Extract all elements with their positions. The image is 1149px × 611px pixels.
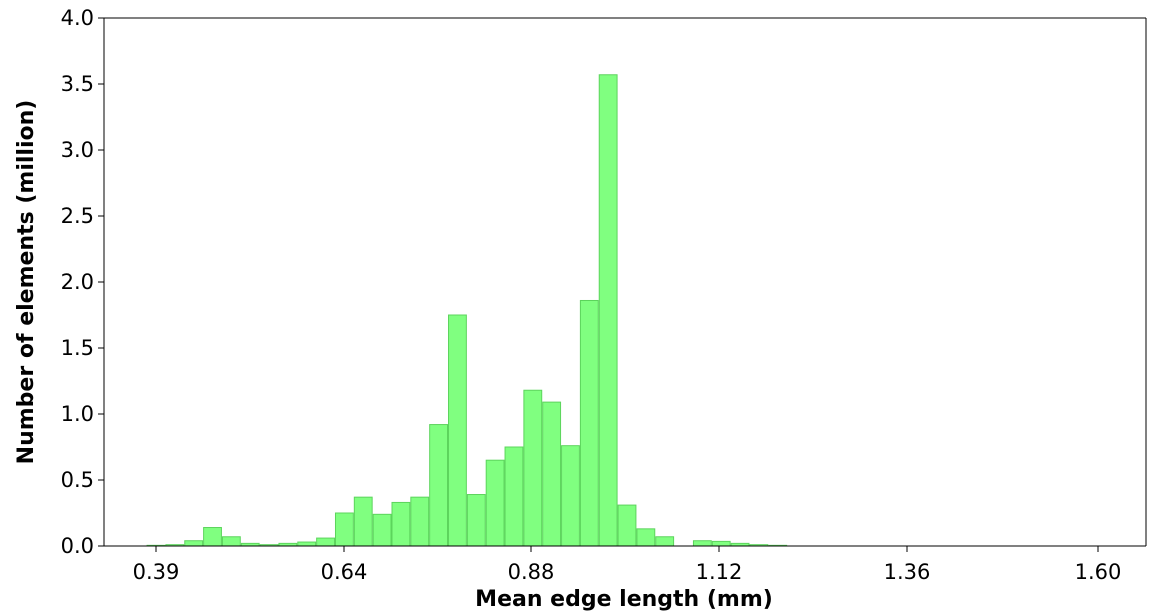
x-tick-label: 0.64: [321, 560, 368, 584]
histogram-bar: [334, 512, 354, 547]
histogram-bar: [504, 446, 524, 547]
x-tick-label: 1.12: [696, 560, 743, 584]
x-axis-title: Mean edge length (mm): [475, 587, 773, 611]
histogram-bar: [353, 496, 373, 547]
y-tick-label: 0.0: [61, 534, 94, 558]
y-axis-title: Number of elements (million): [14, 100, 39, 465]
y-tick-label: 2.5: [61, 204, 94, 228]
histogram-bar: [316, 537, 335, 547]
y-tick-label: 1.5: [61, 336, 94, 360]
y-tick-label: 2.0: [61, 270, 94, 294]
histogram-bar: [655, 536, 675, 547]
histogram-bar: [561, 445, 580, 547]
histogram-bar: [466, 494, 486, 547]
histogram-bar: [372, 513, 392, 547]
histogram-bar: [391, 501, 411, 547]
y-tick-label: 3.0: [61, 138, 94, 162]
histogram-bar: [523, 389, 543, 547]
histogram-bar: [410, 496, 430, 547]
histogram-bar: [617, 504, 637, 547]
histogram-bar: [429, 424, 449, 547]
x-tick-label: 1.60: [1075, 560, 1122, 584]
x-tick-label: 0.39: [133, 560, 180, 584]
x-ticks-group: 0.39 0.64 0.88 1.12 1.36 1.60: [133, 546, 1122, 584]
histogram-bar: [221, 536, 241, 547]
histogram-bar: [485, 459, 505, 547]
x-tick-label: 0.88: [508, 560, 555, 584]
y-tick-label: 1.0: [61, 402, 94, 426]
histogram-bar: [448, 314, 467, 547]
y-ticks-group: 0.0 0.5 1.0 1.5 2.0 2.5 3.0 3.5 4.0: [61, 6, 104, 558]
y-tick-label: 3.5: [61, 72, 94, 96]
histogram-bar: [542, 401, 562, 547]
x-tick-label: 1.36: [884, 560, 931, 584]
y-tick-label: 4.0: [61, 6, 94, 30]
histogram-bar: [579, 299, 599, 547]
histogram-bar: [184, 540, 204, 547]
histogram-bar: [692, 540, 712, 547]
histogram-bar: [598, 74, 618, 547]
bars-group: [146, 74, 788, 547]
y-tick-label: 0.5: [61, 468, 94, 492]
histogram-bar: [297, 541, 317, 547]
histogram-bar: [711, 540, 731, 547]
histogram-bar: [203, 527, 222, 547]
histogram-bar: [636, 528, 656, 547]
